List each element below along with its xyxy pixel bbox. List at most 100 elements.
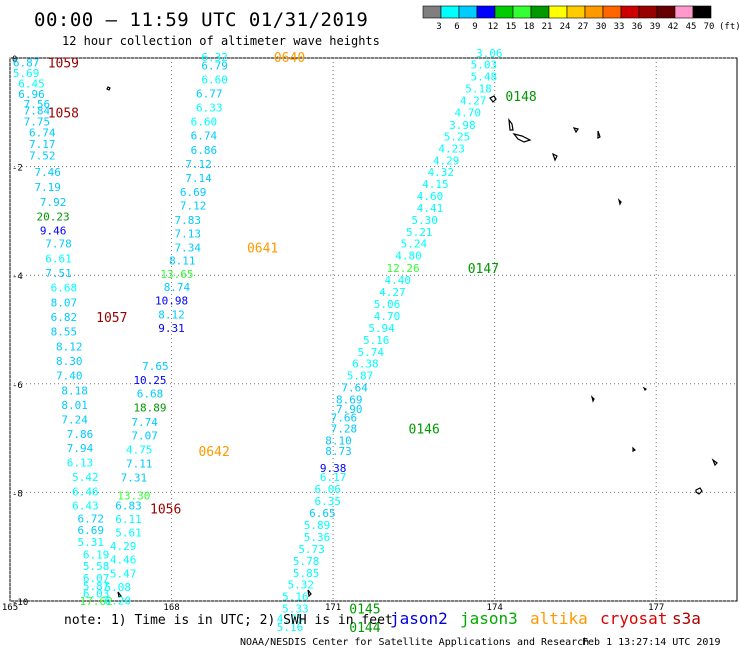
- wave-height-value: 7.65: [142, 360, 169, 373]
- y-tick-label: 0: [12, 55, 17, 65]
- wave-height-value: 6.45: [18, 78, 45, 91]
- wave-height-value: 8.69: [336, 394, 363, 407]
- wave-height-value: 6.07: [83, 572, 110, 585]
- wave-height-value: 5.16: [282, 591, 309, 604]
- wave-height-value: 7.74: [131, 416, 158, 429]
- wave-height-value: 9.38: [320, 462, 347, 475]
- wave-height-value: 7.64: [341, 382, 368, 395]
- wave-height-value: 5.87: [83, 580, 110, 593]
- wave-height-value: 7.46: [34, 166, 61, 179]
- wave-height-value: 7.13: [174, 227, 201, 240]
- wave-height-value: 5.73: [298, 543, 325, 556]
- legend-swatch: [512, 5, 532, 19]
- pass-time-label: 1056: [150, 503, 181, 518]
- wave-height-value: 5.74: [358, 346, 385, 359]
- pass-time-labels: 1059 1058 1057 1056 0640 0641 0642 0148 0147 0146…: [48, 51, 537, 636]
- satellite-name: altika: [530, 609, 588, 628]
- pass-time-label: 1057: [96, 311, 127, 326]
- wave-height-value: 7.17: [29, 138, 56, 151]
- pass-time-label: 0640: [274, 51, 305, 66]
- satellite-name: cryosat: [600, 609, 667, 628]
- y-tick-label: -2: [12, 164, 23, 174]
- wave-height-value: 4.29: [433, 155, 460, 168]
- wave-height-value: 8.74: [164, 281, 191, 294]
- wave-height-value: 5.48: [471, 70, 498, 83]
- wave-height-value: 4.27: [379, 286, 406, 299]
- wave-height-value: 5.33: [282, 603, 309, 616]
- wave-height-value: 6.38: [352, 358, 379, 371]
- wave-height-value: 3.06: [476, 47, 503, 60]
- color-legend: 3 6 9 12 15 18 21 24 27 30 33 36 39 42 45 70 (ft): [422, 5, 740, 32]
- wave-height-value: 5.31: [78, 536, 105, 549]
- wave-height-value: 7.92: [40, 196, 67, 209]
- satellite-name: jason3: [460, 609, 518, 628]
- pass-time-label: 0147: [468, 262, 499, 277]
- legend-label: 45: [686, 22, 697, 32]
- wave-height-value: 7.84: [24, 105, 51, 118]
- wave-height-value: 5.47: [110, 567, 137, 580]
- wave-height-value: 7.11: [126, 458, 153, 471]
- legend-swatch: [494, 5, 514, 19]
- wave-height-value: 6.74: [29, 126, 56, 139]
- wave-height-value: 4.40: [384, 274, 411, 287]
- legend-swatch: [674, 5, 694, 19]
- footer-timestamp: Feb 1 13:27:14 UTC 2019: [582, 637, 720, 648]
- satellite-name: jason2: [390, 609, 448, 628]
- wave-height-value: 6.20: [104, 594, 131, 607]
- x-tick-label: 168: [163, 603, 179, 613]
- wave-height-value: 4.75: [126, 444, 153, 457]
- legend-label: 42: [668, 22, 679, 32]
- y-tick-label: -6: [12, 381, 23, 391]
- footer-credit: NOAA/NESDIS Center for Satellite Applica…: [240, 637, 589, 648]
- legend-label: 9: [472, 22, 477, 32]
- wave-height-value: 8.01: [61, 399, 88, 412]
- wave-height-value: 6.69: [180, 186, 207, 199]
- wave-height-value: 7.19: [34, 181, 61, 194]
- wave-height-value: 7.40: [56, 370, 83, 383]
- wave-height-value: 4.15: [422, 178, 449, 191]
- x-tick-label: 174: [487, 603, 503, 613]
- wave-height-value: 5.89: [304, 519, 331, 532]
- footer-note: note: 1) Time is in UTC; 2) SWH is in fe…: [64, 613, 393, 628]
- legend-label: 33: [614, 22, 625, 32]
- wave-height-value: 4.60: [417, 190, 444, 203]
- wave-height-value: 4.29: [110, 540, 137, 553]
- wave-height-value: 6.46: [72, 485, 99, 498]
- wave-height-value: 7.86: [67, 428, 94, 441]
- wave-height-value: 8.07: [51, 296, 78, 309]
- wave-height-value: 5.30: [411, 214, 438, 227]
- island-outline: [711, 458, 718, 467]
- wave-height-value: 10.25: [133, 374, 166, 387]
- wave-height-value: 4.32: [428, 166, 455, 179]
- wave-height-value: 7.12: [180, 200, 207, 213]
- wave-height-value: 8.30: [56, 355, 83, 368]
- island-outline: [106, 86, 111, 91]
- wave-height-value: 6.19: [83, 548, 110, 561]
- wave-height-value: 5.69: [13, 67, 40, 80]
- wave-height-value: 6.79: [201, 60, 228, 73]
- legend-label: 70: [704, 22, 715, 32]
- wave-height-value: 5.16: [363, 334, 390, 347]
- legend-swatch: [548, 5, 568, 19]
- legend-label: 3: [436, 22, 441, 32]
- wave-height-value: 4.70: [374, 310, 401, 323]
- wave-height-value: 7.66: [331, 411, 358, 424]
- legend-label: 36: [632, 22, 643, 32]
- legend-label: 15: [506, 22, 517, 32]
- legend-swatch: [602, 5, 622, 19]
- satellite-legend: jason2 jason3 altika cryosat s3a: [390, 609, 701, 628]
- legend-label: 39: [650, 22, 661, 32]
- wave-height-value: 7.51: [45, 267, 72, 280]
- island-outline: [489, 95, 497, 103]
- wave-height-value: 7.12: [185, 158, 212, 171]
- wave-height-value: 4.80: [395, 250, 422, 263]
- chart-subtitle: 12 hour collection of altimeter wave hei…: [62, 34, 380, 48]
- wave-height-value: 7.14: [185, 172, 212, 185]
- wave-height-value: 8.18: [61, 384, 88, 397]
- wave-height-value: 5.25: [444, 131, 471, 144]
- legend-swatch: [656, 5, 676, 19]
- wave-height-value: 6.74: [191, 130, 218, 143]
- x-tick-label: 171: [325, 603, 341, 613]
- wave-height-value: 5.78: [293, 555, 320, 568]
